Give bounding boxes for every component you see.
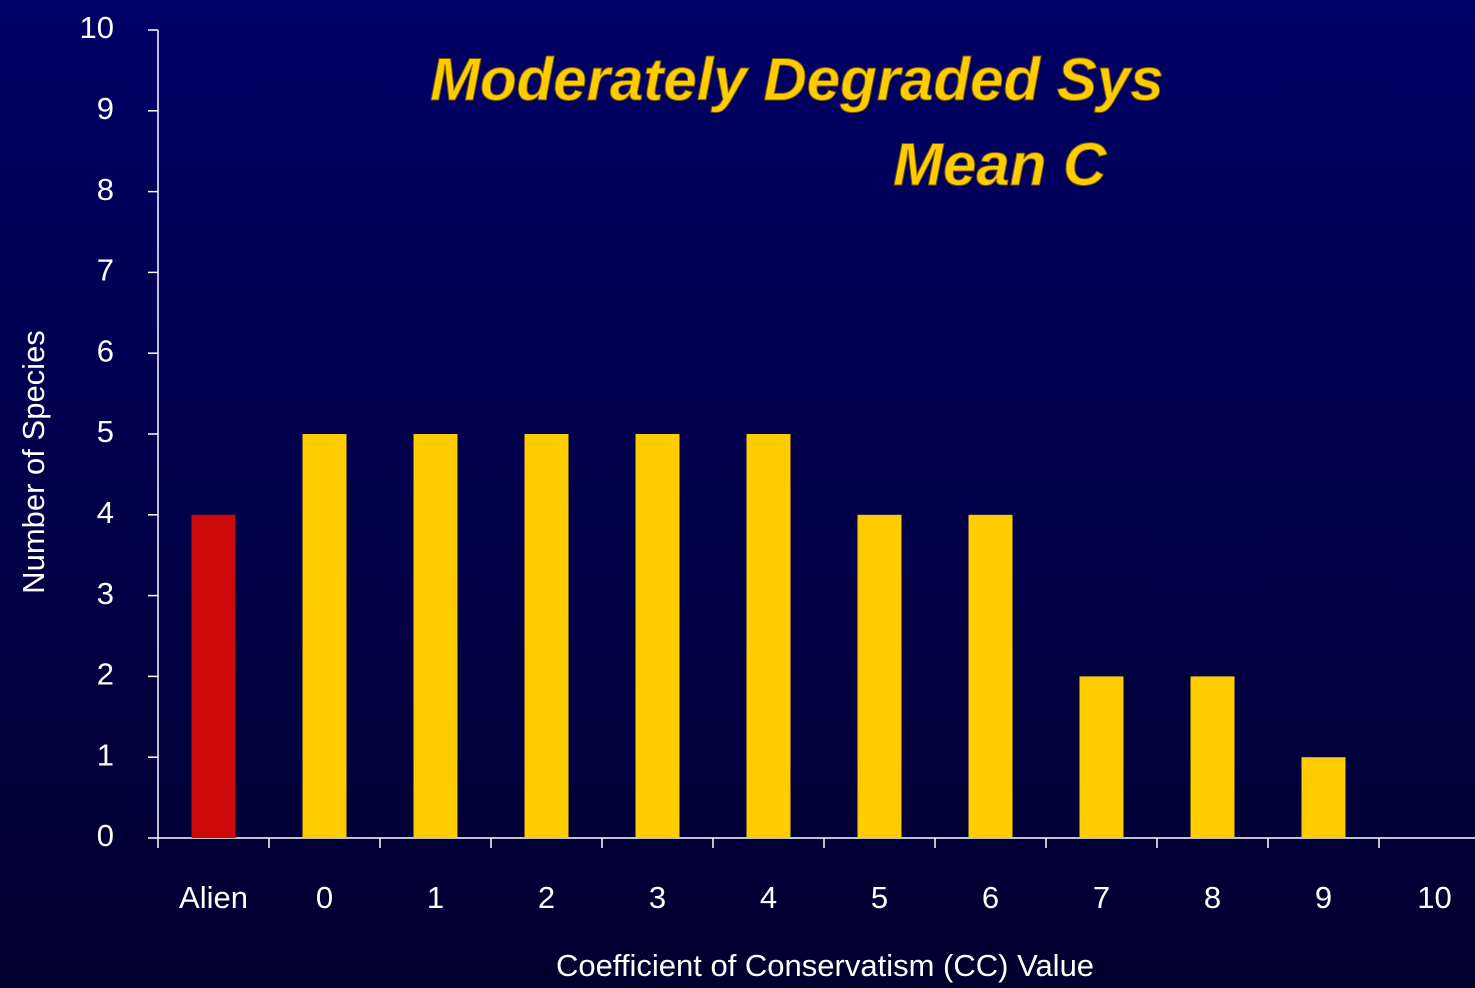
bar xyxy=(302,434,347,838)
y-tick-label: 2 xyxy=(97,657,114,692)
y-tick-label: 3 xyxy=(97,576,114,611)
bar xyxy=(968,514,1013,838)
bar xyxy=(1079,676,1124,838)
y-tick-label: 7 xyxy=(97,253,114,288)
y-tick-label: 8 xyxy=(97,172,114,207)
y-tick-label: 5 xyxy=(97,414,114,449)
y-axis-label: Number of Species xyxy=(16,330,51,594)
bar xyxy=(746,434,791,838)
x-tick-label: 7 xyxy=(1093,880,1110,915)
y-tick-label: 9 xyxy=(97,91,114,126)
y-tick-label: 1 xyxy=(97,737,114,772)
x-tick-label: 10 xyxy=(1417,880,1451,915)
x-tick-label: 6 xyxy=(982,880,999,915)
chart-title: Moderately Degraded Sys xyxy=(430,46,1164,113)
bar xyxy=(191,514,236,838)
x-tick-label: 8 xyxy=(1204,880,1221,915)
bar xyxy=(1190,676,1235,838)
y-tick-label: 10 xyxy=(80,10,114,45)
x-tick-label: 0 xyxy=(316,880,333,915)
bar xyxy=(1301,757,1346,838)
bar xyxy=(524,434,569,838)
bar xyxy=(635,434,680,838)
x-tick-label: 3 xyxy=(649,880,666,915)
x-tick-label: 1 xyxy=(427,880,444,915)
x-tick-label: 9 xyxy=(1315,880,1332,915)
x-tick-label: 5 xyxy=(871,880,888,915)
chart-title: Mean C xyxy=(893,131,1108,198)
x-tick-label: 2 xyxy=(538,880,555,915)
x-tick-label: 4 xyxy=(760,880,777,915)
y-tick-label: 4 xyxy=(97,495,114,530)
x-axis-label: Coefficient of Conservatism (CC) Value xyxy=(556,948,1094,983)
y-tick-label: 0 xyxy=(97,818,114,853)
bar xyxy=(413,434,458,838)
bar xyxy=(857,514,902,838)
y-tick-label: 6 xyxy=(97,333,114,368)
x-tick-label: Alien xyxy=(179,880,248,915)
